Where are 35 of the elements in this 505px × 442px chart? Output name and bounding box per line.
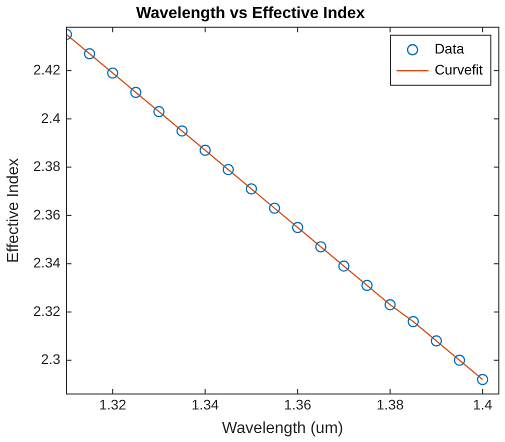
point	[176, 125, 188, 137]
y-tick-label: 2.3	[40, 351, 61, 368]
y-tick-label: 2.36	[33, 206, 61, 222]
x-tick-label: 1.36	[284, 396, 312, 412]
y-tick-label: 2.38	[33, 158, 61, 174]
point	[315, 241, 326, 252]
point	[454, 354, 466, 366]
point	[200, 144, 211, 156]
y-tick-label: 2.4	[40, 110, 61, 126]
point	[338, 260, 350, 272]
point	[222, 164, 234, 176]
point	[130, 86, 142, 98]
legend-label: Curvefit	[434, 62, 483, 78]
point	[84, 48, 96, 60]
y-axis-title: Effective Index	[5, 158, 22, 263]
x-axis-title: Wavelength (um)	[222, 420, 344, 437]
legend-label: Data	[434, 40, 464, 57]
y-tick-label: 2.32	[33, 302, 61, 319]
point	[408, 316, 419, 328]
x-tick-label: 1.4	[472, 396, 493, 412]
chart-title: Wavelength vs Effective Index	[136, 5, 366, 22]
x-tick-label: 1.32	[99, 396, 127, 412]
x-tick-label: 1.34	[192, 396, 220, 412]
point	[384, 299, 396, 310]
point	[292, 222, 304, 234]
point	[430, 335, 442, 347]
point	[153, 106, 165, 118]
y-tick-label: 2.42	[33, 61, 61, 78]
point	[477, 374, 488, 386]
point	[246, 183, 258, 194]
point	[107, 67, 118, 79]
point	[268, 202, 280, 214]
point	[361, 280, 373, 292]
y-tick-label: 2.34	[33, 254, 61, 271]
x-tick-label: 1.38	[376, 396, 404, 412]
